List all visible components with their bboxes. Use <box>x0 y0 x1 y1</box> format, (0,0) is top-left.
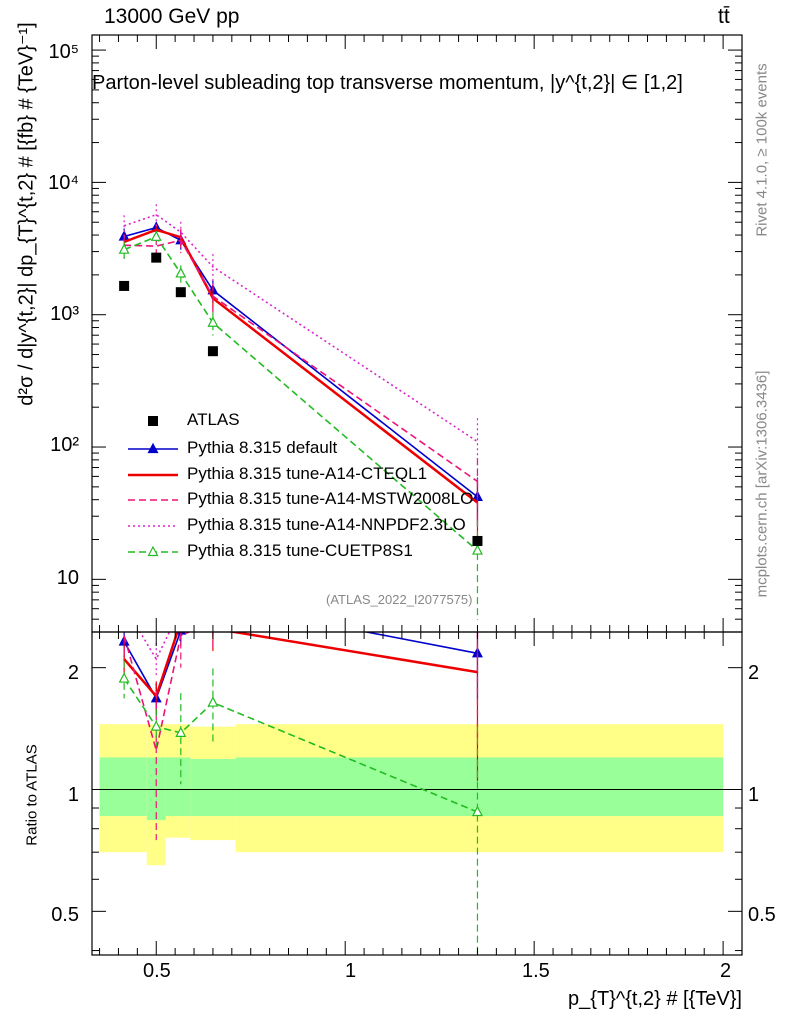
ratio-tick-label-right-2: 2 <box>748 662 760 684</box>
ratio-marker-4-3 <box>207 696 219 707</box>
process-label: tt̄ <box>718 5 730 28</box>
plot-title: Parton-level subleading top transverse m… <box>92 72 683 94</box>
data-point-1 <box>151 252 162 263</box>
legend-label-atlas: ATLAS <box>187 410 240 429</box>
y-tick-label-1000: 10³ <box>50 303 79 325</box>
legend-label-nnpdf: Pythia 8.315 tune-A14-NNPDF2.3LO <box>187 515 466 534</box>
ratio-uncertainty-bands <box>92 724 742 866</box>
ratio-axis-title: Ratio to ATLAS <box>23 744 41 846</box>
band-green-bin-4 <box>235 757 724 817</box>
panel-frames <box>91 34 743 956</box>
legend-marker-0 <box>147 442 159 454</box>
series-marker-4-0 <box>118 243 130 254</box>
series-marker-4-3 <box>207 316 219 327</box>
data-point-2 <box>175 287 186 298</box>
legend-label-default: Pythia 8.315 default <box>187 438 338 457</box>
y-axis-title: d²σ / d|y^{t,2}| dp_{T}^{t,2} # [{fb} # … <box>15 22 38 406</box>
legend-label-cuetp8s1: Pythia 8.315 tune-CUETP8S1 <box>187 541 413 560</box>
source-label: mcplots.cern.ch [arXiv:1306.3436] <box>753 370 771 598</box>
ratio-marker-4-1 <box>150 720 162 731</box>
axis-ticks <box>92 35 742 955</box>
ratio-line-1 <box>123 632 478 699</box>
ratio-line-0 <box>123 632 478 701</box>
ratio-tick-label-1: 1 <box>67 784 79 806</box>
data-point-0 <box>119 280 130 291</box>
y-tick-label-10000: 10⁴ <box>48 172 79 194</box>
series-marker-4-1 <box>150 230 162 241</box>
ratio-marker-4-0 <box>118 672 130 683</box>
legend <box>128 416 178 557</box>
data-point-3 <box>207 346 218 357</box>
series-line-2 <box>124 239 478 483</box>
y-tick-label-100000: 10⁵ <box>48 41 79 63</box>
ratio-tick-label-0.5: 0.5 <box>51 904 79 926</box>
ratio-tick-label-2: 2 <box>67 662 79 684</box>
ratio-tick-label-right-1: 1 <box>748 784 760 806</box>
data-point-4 <box>472 535 483 546</box>
ratio-line-3 <box>139 632 171 661</box>
x-tick-label-2: 2 <box>720 960 732 982</box>
series-line-1 <box>123 228 479 504</box>
band-green-bin-3 <box>190 758 236 817</box>
x-tick-label-1.5: 1.5 <box>522 960 550 982</box>
ratio-marker-4-4 <box>471 805 483 817</box>
series-marker-4-2 <box>175 267 187 278</box>
legend-marker-4 <box>147 545 159 557</box>
ratio-frame <box>91 631 743 956</box>
y-tick-label-10: 10 <box>56 567 79 589</box>
y-tick-label-100: 10² <box>50 434 79 456</box>
series-marker-4-4 <box>471 544 483 555</box>
band-green-bin-0 <box>99 757 147 817</box>
energy-label: 13000 GeV pp <box>104 5 240 28</box>
x-tick-label-0.5: 0.5 <box>143 960 171 982</box>
main-panel-series <box>118 204 483 620</box>
band-green-bin-1 <box>146 757 166 821</box>
band-green-bin-2 <box>165 757 191 817</box>
ratio-marker-4-2 <box>175 726 187 737</box>
ratio-tick-label-right-0.5: 0.5 <box>748 904 776 926</box>
analysis-id: (ATLAS_2022_I2077575) <box>326 592 473 607</box>
legend-marker-atlas <box>148 416 158 426</box>
x-tick-label-1: 1 <box>345 960 357 982</box>
rivet-version-label: Rivet 4.1.0, ≥ 100k events <box>753 63 771 237</box>
ratio-marker-0-3 <box>208 597 217 606</box>
x-axis-title: p_{T}^{t,2} # [{TeV}] <box>568 988 742 1010</box>
legend-label-mstw: Pythia 8.315 tune-A14-MSTW2008LO <box>187 489 474 508</box>
legend-label-cteql1: Pythia 8.315 tune-A14-CTEQL1 <box>187 464 428 483</box>
series-line-3 <box>123 213 478 443</box>
